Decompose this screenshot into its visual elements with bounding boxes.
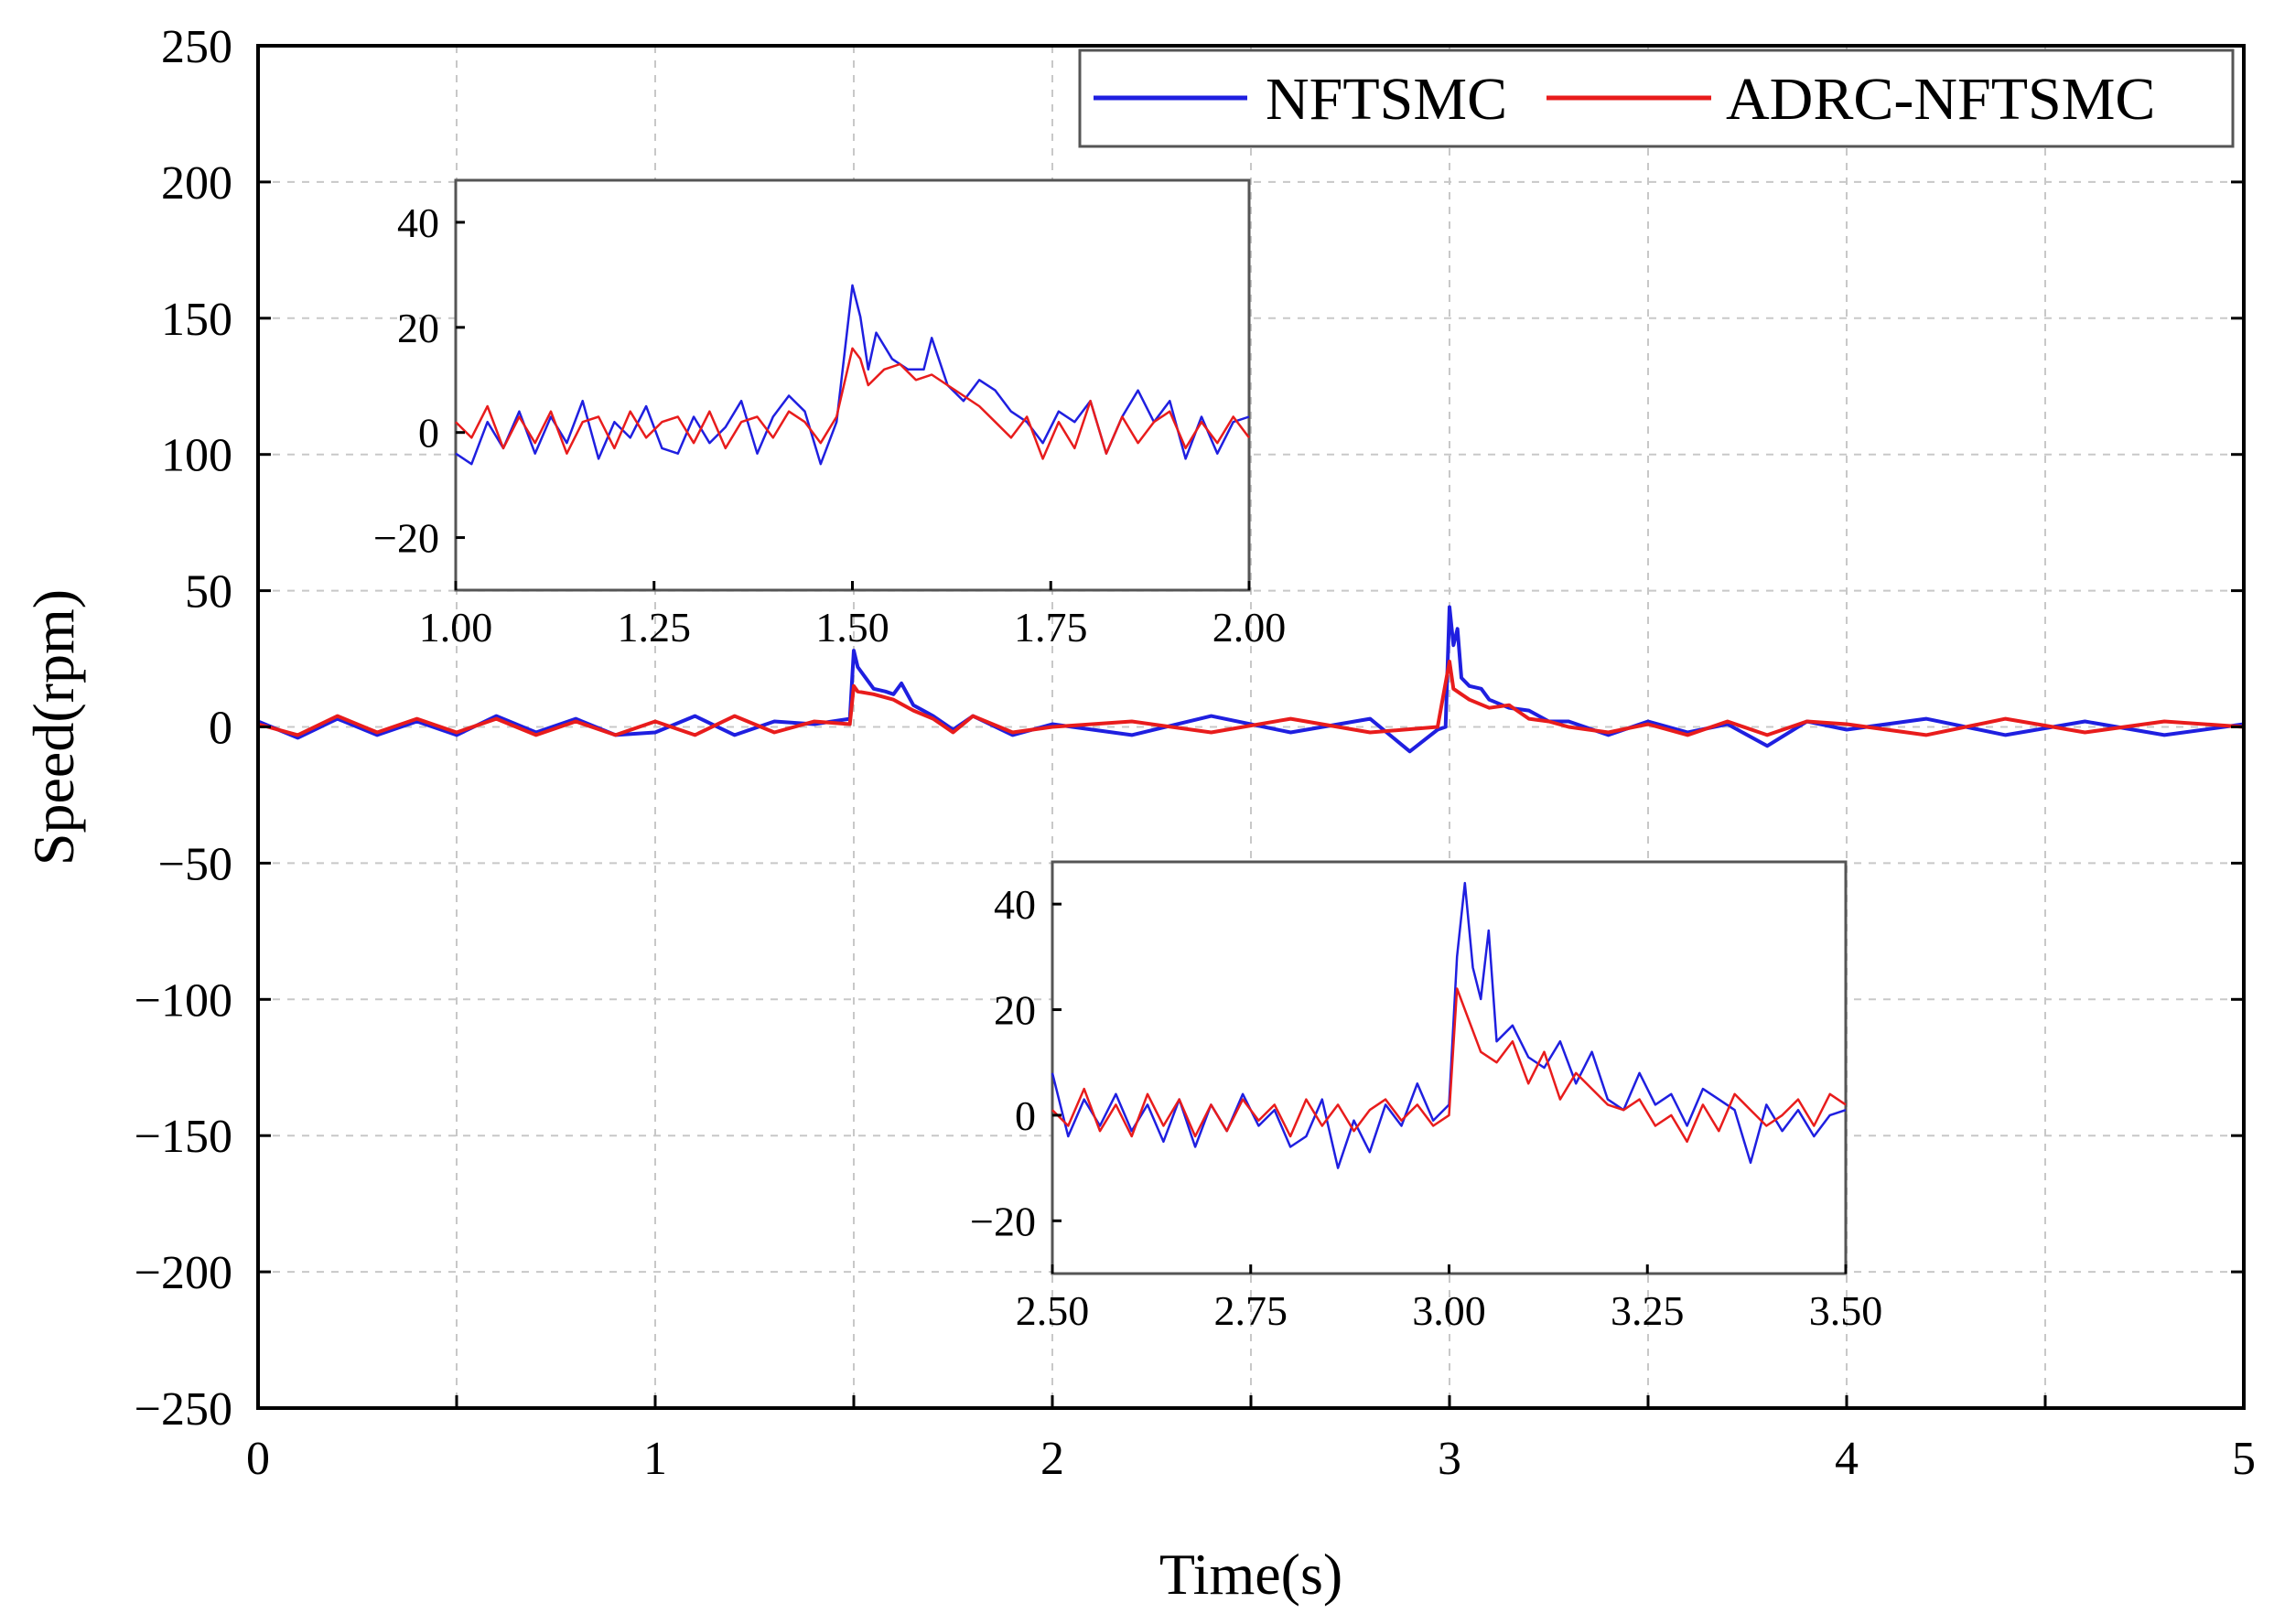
inset-y-tick-label: −20 <box>373 515 439 562</box>
inset-x-tick-label: 2.00 <box>1212 604 1287 651</box>
x-tick-label: 3 <box>1438 1433 1461 1485</box>
inset-x-tick-label: 2.75 <box>1214 1287 1288 1334</box>
inset-x-tick-label: 3.00 <box>1412 1287 1486 1334</box>
y-tick-label: 200 <box>161 157 232 210</box>
inset-series-line-nftsmc <box>1051 881 1847 1169</box>
inset-y-tick-label: 0 <box>418 410 439 457</box>
inset-frame <box>1051 860 1848 1275</box>
inset-x-tick-label: 1.50 <box>815 604 889 651</box>
inset-y-tick-label: 40 <box>994 881 1036 928</box>
inset-y-tick-label: 0 <box>1015 1092 1036 1139</box>
x-tick-label: 2 <box>1040 1433 1064 1485</box>
x-tick-label: 0 <box>246 1433 270 1485</box>
y-tick-label: 150 <box>161 294 232 346</box>
y-tick-label: −100 <box>135 974 232 1027</box>
y-tick-label: −250 <box>135 1383 232 1436</box>
legend: NFTSMC ADRC-NFTSMC <box>1078 48 2235 148</box>
inset-zoom-1: 40 20 0 −20 1.00 1.25 1.50 1.75 2.00 <box>373 178 1287 651</box>
y-tick-label: 50 <box>185 566 232 618</box>
inset-y-tick-label: 40 <box>397 199 439 246</box>
series-line-adrc-nftsmc <box>257 660 2245 737</box>
inset-y-tick-label: 20 <box>994 987 1036 1034</box>
y-tick-label: −150 <box>135 1111 232 1163</box>
inset-x-tick-label: 3.50 <box>1809 1287 1883 1334</box>
series-line-nftsmc <box>257 605 2245 754</box>
inset-zoom-2: 40 20 0 −20 2.50 2.75 3.00 3.25 3.50 <box>970 860 1883 1334</box>
y-axis-title: Speed(rpm) <box>21 589 86 866</box>
main-series-layer <box>257 605 2245 754</box>
inset-series-line-adrc-nftsmc <box>455 347 1250 460</box>
x-tick-label: 1 <box>643 1433 667 1485</box>
inset-x-tick-label: 1.25 <box>618 604 692 651</box>
inset-frame <box>454 178 1251 592</box>
y-tick-label: 250 <box>161 21 232 73</box>
x-tick-label: 4 <box>1835 1433 1859 1485</box>
inset-x-tick-label: 2.50 <box>1016 1287 1090 1334</box>
inset-x-tick-label: 3.25 <box>1611 1287 1685 1334</box>
x-tick-label: 5 <box>2232 1433 2256 1485</box>
legend-label-nftsmc: NFTSMC <box>1266 66 1507 133</box>
inset-y-tick-label: 20 <box>397 305 439 351</box>
inset-x-tick-label: 1.00 <box>419 604 493 651</box>
main-gridlines <box>258 46 2244 1408</box>
inset-series-line-adrc-nftsmc <box>1051 987 1847 1144</box>
inset-x-tick-label: 1.75 <box>1014 604 1088 651</box>
y-tick-label: −200 <box>135 1247 232 1299</box>
inset-y-tick-label: −20 <box>970 1198 1036 1244</box>
y-tick-label: 0 <box>209 703 232 755</box>
y-tick-label: 100 <box>161 430 232 482</box>
y-tick-label: −50 <box>158 838 232 890</box>
legend-label-adrc-nftsmc: ADRC-NFTSMC <box>1726 66 2155 133</box>
x-axis-title: Time(s) <box>1159 1542 1342 1607</box>
